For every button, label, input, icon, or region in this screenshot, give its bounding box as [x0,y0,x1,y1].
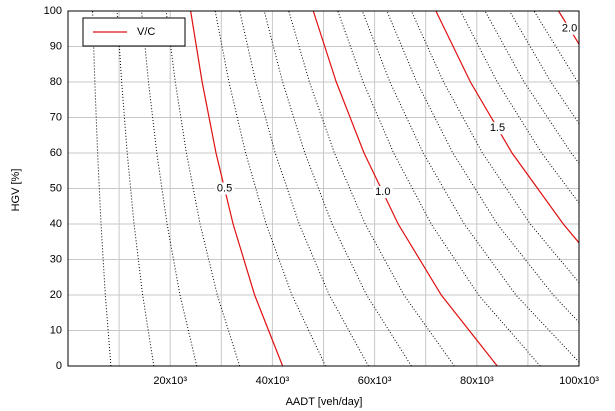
contour-line-minor [410,10,580,283]
contour-line-minor [386,10,580,323]
plot-frame [67,10,580,367]
contour-line-minor [337,10,541,367]
y-tick-label: 50 [50,182,62,194]
x-tick-label: 20x10³ [153,375,187,387]
contour-line-minor [263,10,412,367]
y-tick-label: 20 [50,289,62,301]
y-tick-label: 80 [50,76,62,88]
contour-label-bg [487,122,508,135]
x-axis-label: AADT [veh/day] [286,396,363,408]
contour-label: 2.0 [562,23,577,35]
contour-line-minor [239,10,369,367]
contour-line-minor [460,10,580,204]
contour-label: 1.5 [490,122,505,134]
x-tick-label: 40x10³ [256,375,290,387]
y-tick-label: 10 [50,324,62,336]
contour-line [435,10,580,244]
y-tick-label: 70 [50,111,62,123]
legend-label: V/C [137,26,155,38]
contour-line-minor [214,10,326,367]
y-axis-label: HGV [%] [10,169,22,212]
contour-label-bg [559,22,580,35]
y-tick-label: 100 [44,5,62,17]
y-tick-label: 30 [50,253,62,265]
x-tick-label: 80x10³ [460,375,494,387]
y-tick-label: 40 [50,218,62,230]
y-tick-label: 60 [50,147,62,159]
x-tick-label: 100x10³ [559,375,599,387]
y-tick-label: 0 [56,360,62,372]
contour-line-minor [165,10,241,367]
contour-line-minor [288,10,455,367]
contour-label: 1.0 [375,186,390,198]
contour-line-minor [361,10,580,363]
contour-line-minor [92,10,112,367]
contour-label: 0.5 [217,182,232,194]
contour-line-minor [116,10,155,367]
x-tick-label: 60x10³ [358,375,392,387]
contour-label-bg [372,186,393,199]
contour-label-bg [214,182,235,195]
y-tick-label: 90 [50,40,62,52]
contour-line-minor [141,10,198,367]
contour-line-minor [484,10,580,164]
